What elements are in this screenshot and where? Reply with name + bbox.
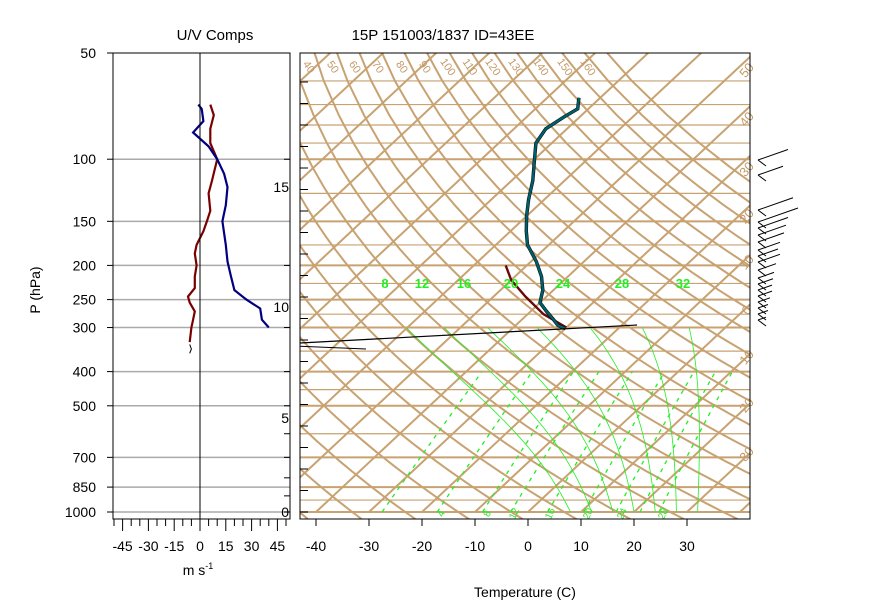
dry-adiabat [86,37,308,520]
isotherm [157,53,648,512]
dry-adiabat [528,37,887,520]
mixing-ratio-line [659,372,732,512]
isotherm [846,53,887,512]
pressure-tick-label: 400 [73,364,97,380]
left-y-axis-label: P (hPa) [27,266,43,313]
temperature-tick-label: -20 [412,538,432,554]
pressure-tick-label: 100 [73,151,97,167]
left-wind-series [188,105,300,354]
temperature-tick-label: -40 [306,538,326,554]
isotherm [0,53,330,512]
pressure-tick-label: 1000 [65,504,96,520]
wind-barb-flag [758,320,766,326]
temperature-tick-label: 0 [524,538,532,554]
mixing-ratio-label: 20 [504,276,518,291]
dry-adiabat-label: 70 [369,59,386,76]
dry-adiabat-label: 40 [300,59,317,76]
isotherm [0,53,436,512]
mixing-ratio-label: 24 [556,276,571,291]
main-x-axis-label: Temperature (C) [474,584,576,600]
isotherm-label: 0 [738,303,754,318]
dry-adiabat [178,37,523,520]
speed-tick-label: -15 [164,538,184,554]
isotherm [793,53,887,512]
wind-barb-staff [758,305,768,309]
left-x-axis-label: m s-1 [183,561,214,578]
pressure-tick-label: 850 [73,479,97,495]
height-tick-label: 0 [281,504,289,520]
isotherm [0,53,383,512]
dry-adiabat-label: 50 [324,59,341,76]
temperature-tick-label: -10 [465,538,485,554]
u-lower-trace [190,344,192,353]
height-tick-label: 5 [281,410,289,426]
dry-adiabat [134,37,416,520]
wind-barb-staff [758,311,768,315]
speed-tick-label: 30 [244,538,260,554]
temperature-tick-label: -30 [359,538,379,554]
speed-tick-label: 45 [270,538,286,554]
isotherm-label: 30 [736,444,757,465]
isotherm [0,53,171,512]
mixing-ratio-label: 12 [415,276,429,291]
dry-adiabat-label: 80 [393,59,410,76]
speed-tick-label: 0 [196,538,204,554]
mixing-ratio-line [548,372,633,512]
height-tick-label: 15 [273,179,289,195]
temperature-tick-label: 30 [679,538,695,554]
left-panel-title: U/V Comps [177,27,254,44]
wind-barb-staff [758,242,780,250]
moist-adiabat [590,328,655,513]
parcel-trace-extension [290,343,300,344]
isotherm-label: 50 [736,60,757,81]
pressure-tick-label: 300 [73,320,97,336]
main-panel-title: 15P 151003/1837 ID=43EE [352,27,535,44]
isotherm [687,53,887,512]
isotherm-label: 40 [736,109,757,130]
mixing-ratio-label: 16 [457,276,471,291]
wind-barbs [758,150,798,327]
dry-adiabat-label: 90 [416,59,433,76]
isotherm-label: 20 [736,206,757,227]
wind-barb-staff [758,198,793,210]
pressure-tick-label: 500 [73,398,97,414]
bottom-moisture-label: 8 [482,509,495,519]
height-tick-label: 10 [273,299,289,315]
dry-adiabat [549,37,887,520]
temperature-tick-label: 20 [626,538,642,554]
wind-barb-staff [758,298,770,302]
bottom-moisture-label: 4 [436,509,449,519]
dry-adiabat [287,37,792,520]
isotherm-label: 10 [736,252,757,273]
mixing-ratio-label: 28 [615,276,629,291]
left-x-axis-units: m s [183,562,206,578]
wind-barb-flag [758,160,766,166]
main-background-lines [0,37,887,520]
wind-barb-staff [758,166,783,175]
v-component-line [193,105,269,328]
speed-tick-label: -45 [112,538,132,554]
mixing-ratio-label: 8 [381,276,388,291]
wind-barb-staff [758,150,788,161]
mixing-ratio-line [437,372,532,512]
pressure-tick-label: 700 [73,449,97,465]
wind-barb-flag [758,175,766,181]
temperature-tick-label: 10 [573,538,589,554]
left-x-axis-units-sup: -1 [205,561,213,571]
mixing-ratio-label: 32 [676,276,690,291]
pressure-tick-label: 150 [73,213,97,229]
pressure-tick-label: 50 [80,45,96,61]
speed-tick-label: -30 [138,538,158,554]
pressure-tick-label: 250 [73,292,97,308]
pressure-tick-label: 200 [73,257,97,273]
wind-barb-staff [758,272,774,278]
wind-barb-flag [758,210,766,216]
isotherm-label: 30 [736,159,757,180]
left-pressure-gridlines [113,159,290,512]
speed-tick-label: 15 [218,538,234,554]
